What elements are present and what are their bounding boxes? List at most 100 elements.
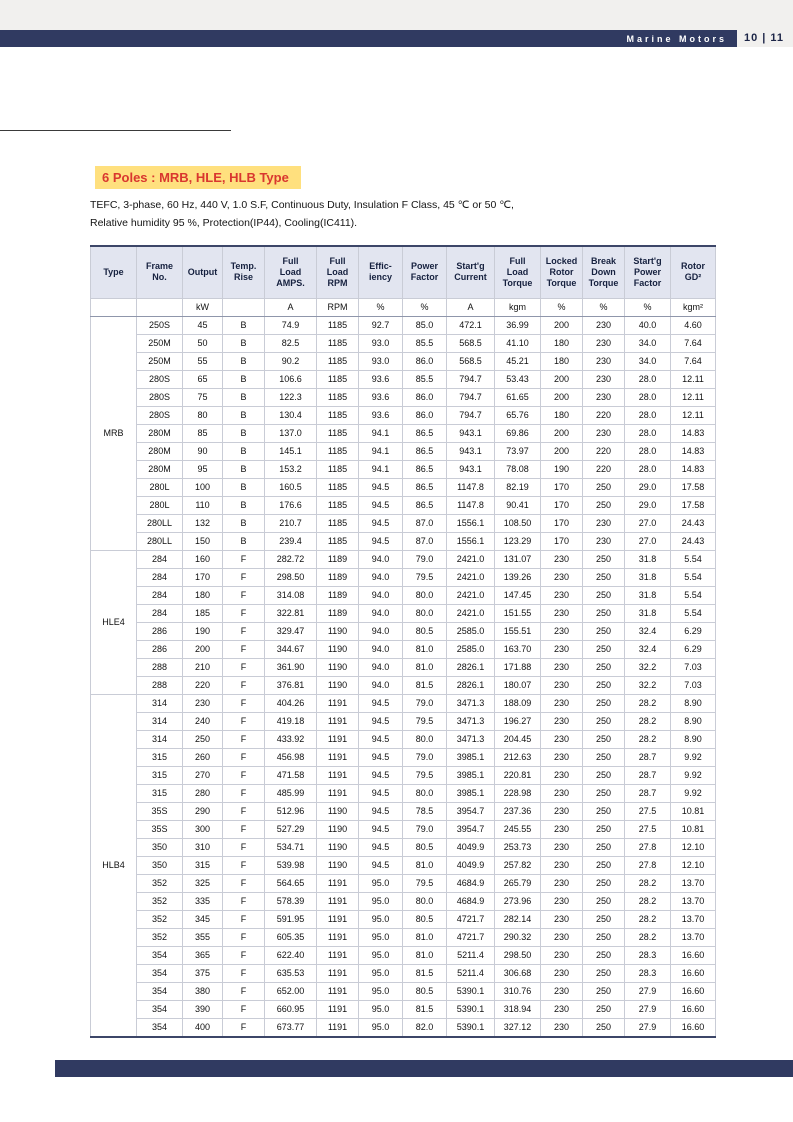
table-cell: 322.81	[264, 603, 317, 623]
table-cell: 314.08	[264, 585, 317, 605]
table-row: 35S 290 F 512.96 1190 94.5 78.5 3954.7 237.36 230…	[91, 801, 716, 821]
table-cell: 361.90	[264, 657, 317, 677]
table-cell: F	[222, 693, 265, 713]
table-cell: 5.54	[670, 549, 716, 569]
table-cell: 354	[136, 963, 183, 983]
table-cell: 13.70	[670, 909, 716, 929]
table-cell: 28.7	[624, 765, 671, 785]
table-cell: 200	[540, 423, 583, 443]
table-row: 280L 110 B 176.6 1185 94.5 86.5 1147.8 90.41 170 2…	[91, 495, 716, 515]
table-cell: 1185	[316, 333, 359, 353]
table-cell: B	[222, 513, 265, 533]
table-cell: 230	[540, 909, 583, 929]
table-cell: 28.2	[624, 909, 671, 929]
table-cell: B	[222, 315, 265, 335]
table-cell: 228.98	[494, 783, 541, 803]
table-cell: 28.2	[624, 693, 671, 713]
table-cell: 94.5	[358, 801, 403, 821]
table-cell: 253.73	[494, 837, 541, 857]
table-cell: 95.0	[358, 963, 403, 983]
table-cell: 230	[540, 585, 583, 605]
table-cell: 1191	[316, 693, 359, 713]
table-cell: 568.5	[446, 351, 495, 371]
table-cell: 239.4	[264, 531, 317, 551]
table-cell: 534.71	[264, 837, 317, 857]
table-cell: 14.83	[670, 441, 716, 461]
table-cell: 250	[582, 927, 625, 947]
table-cell: 230	[540, 873, 583, 893]
table-cell: 352	[136, 927, 183, 947]
table-cell: 1191	[316, 981, 359, 1001]
table-cell: 1556.1	[446, 513, 495, 533]
table-cell: 230	[540, 855, 583, 875]
table-cell: 170	[182, 567, 223, 587]
table-cell: 87.0	[402, 513, 447, 533]
unit-cell: A	[264, 297, 317, 317]
table-cell: 155.51	[494, 621, 541, 641]
table-cell: 86.5	[402, 423, 447, 443]
table-cell: 230	[540, 999, 583, 1019]
table-cell: 1191	[316, 963, 359, 983]
table-cell: 95	[182, 459, 223, 479]
table-cell: 8.90	[670, 693, 716, 713]
table-cell: 81.0	[402, 855, 447, 875]
unit-cell: %	[358, 297, 403, 317]
table-cell: 153.2	[264, 459, 317, 479]
table-cell: 471.58	[264, 765, 317, 785]
table-cell: 95.0	[358, 891, 403, 911]
table-cell: F	[222, 801, 265, 821]
table-cell: 190	[182, 621, 223, 641]
table-cell: 132	[182, 513, 223, 533]
table-cell: 250	[582, 621, 625, 641]
table-row: 352 325 F 564.65 1191 95.0 79.5 4684.9 265.79 230…	[91, 873, 716, 893]
table-cell: F	[222, 657, 265, 677]
table-row: 350 310 F 534.71 1190 94.5 80.5 4049.9 253.73 230…	[91, 837, 716, 857]
table-cell: 512.96	[264, 801, 317, 821]
table-cell: 6.29	[670, 639, 716, 659]
table-cell: F	[222, 945, 265, 965]
table-cell: 80.0	[402, 603, 447, 623]
table-cell: 86.5	[402, 495, 447, 515]
table-cell: 65.76	[494, 405, 541, 425]
table-cell: 94.5	[358, 495, 403, 515]
table-cell: 4049.9	[446, 855, 495, 875]
table-cell: 4.60	[670, 315, 716, 335]
table-cell: 9.92	[670, 783, 716, 803]
table-cell: 230	[182, 693, 223, 713]
table-cell: 147.45	[494, 585, 541, 605]
table-cell: B	[222, 405, 265, 425]
table-cell: 335	[182, 891, 223, 911]
table-cell: 28.0	[624, 441, 671, 461]
table-cell: 200	[540, 387, 583, 407]
table-cell: 2585.0	[446, 639, 495, 659]
table-cell: 250	[582, 963, 625, 983]
table-cell: 250	[582, 837, 625, 857]
table-cell: 27.5	[624, 819, 671, 839]
table-cell: 352	[136, 891, 183, 911]
table-cell: 79.0	[402, 549, 447, 569]
table-cell: 250M	[136, 333, 183, 353]
table-cell: 65	[182, 369, 223, 389]
table-cell: 200	[540, 369, 583, 389]
table-cell: 81.0	[402, 927, 447, 947]
table-cell: 210	[182, 657, 223, 677]
table-cell: 1191	[316, 999, 359, 1019]
table-cell: 1189	[316, 585, 359, 605]
table-cell: 1189	[316, 567, 359, 587]
table-cell: 86.5	[402, 441, 447, 461]
table-cell: 1191	[316, 927, 359, 947]
table-cell: 16.60	[670, 963, 716, 983]
section-subtitle: TEFC, 3-phase, 60 Hz, 440 V, 1.0 S.F, Co…	[90, 196, 514, 232]
table-row: 280S 80 B 130.4 1185 93.6 86.0 794.7 65.76 180 220…	[91, 405, 716, 425]
table-cell: 28.2	[624, 927, 671, 947]
table-cell: 4684.9	[446, 891, 495, 911]
table-cell: 81.5	[402, 963, 447, 983]
table-cell: 230	[540, 945, 583, 965]
table-cell: F	[222, 621, 265, 641]
table-cell: 290	[182, 801, 223, 821]
table-cell: 61.65	[494, 387, 541, 407]
table-cell: 7.03	[670, 657, 716, 677]
table-cell: 1185	[316, 351, 359, 371]
table-row: 286 190 F 329.47 1190 94.0 80.5 2585.0 155.51 230…	[91, 621, 716, 641]
table-cell: 180.07	[494, 675, 541, 695]
